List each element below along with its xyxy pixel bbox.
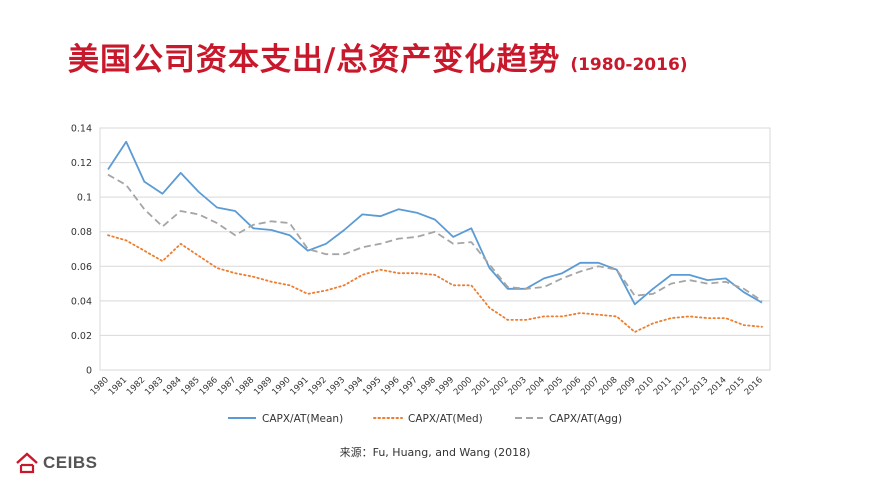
y-tick-label: 0.08 [71,227,92,238]
x-tick-label: 2001 [470,375,492,397]
y-tick-label: 0.1 [77,193,92,204]
x-tick-label: 1996 [379,375,401,397]
x-tick-label: 1990 [270,375,292,397]
y-tick-label: 0 [86,366,92,377]
x-tick-label: 1992 [307,375,329,397]
x-tick-label: 1999 [434,375,456,397]
x-tick-label: 2000 [452,375,474,397]
x-tick-label: 1983 [143,375,165,397]
series-line-aggregate [107,173,763,302]
legend-label: CAPX/AT(Mean) [262,413,343,425]
x-tick-label: 2004 [525,375,547,397]
x-tick-label: 2002 [488,375,510,397]
x-tick-label: 1988 [234,375,256,397]
x-tick-label: 1997 [397,375,419,397]
x-tick-label: 1998 [416,375,438,397]
x-tick-label: 1980 [89,375,111,397]
y-tick-label: 0.04 [71,296,92,307]
x-tick-label: 1994 [343,375,365,397]
y-tick-label: 0.12 [71,158,92,169]
x-tick-label: 1981 [107,375,129,397]
x-tick-label: 2009 [615,375,637,397]
y-tick-label: 0.02 [71,331,92,342]
x-tick-label: 2012 [670,375,692,397]
y-tick-label: 0.06 [71,262,92,273]
x-tick-label: 1986 [198,375,220,397]
logo-text: CEIBS [43,453,98,472]
title-main: 美国公司资本支出/总资产变化趋势 [68,42,561,78]
source-note: 来源：Fu, Huang, and Wang (2018) [339,446,531,459]
series-line-median [107,234,763,333]
x-tick-label: 2011 [652,375,674,397]
x-tick-label: 2005 [543,375,565,397]
y-tick-label: 0.14 [71,124,92,135]
x-tick-label: 1995 [361,375,383,397]
x-tick-label: 2016 [743,375,765,397]
x-tick-label: 1984 [161,375,183,397]
plot-area [99,127,771,371]
x-tick-label: 1982 [125,375,147,397]
x-tick-label: 1991 [288,375,310,397]
slide-title: 美国公司资本支出/总资产变化趋势 (1980-2016) [68,34,688,79]
series-line-mean [107,140,763,306]
x-tick-label: 2013 [688,375,710,397]
legend-label: CAPX/AT(Med) [408,413,483,425]
x-tick-label: 1989 [252,375,274,397]
x-tick-label: 1987 [216,375,238,397]
ceibs-logo: CEIBS [15,452,97,474]
x-tick-label: 1993 [325,375,347,397]
x-tick-label: 2014 [706,375,728,397]
x-tick-label: 2015 [724,375,746,397]
x-tick-label: 1985 [179,375,201,397]
x-tick-label: 2003 [506,375,528,397]
x-tick-label: 2007 [579,375,601,397]
x-tick-label: 2006 [561,375,583,397]
x-tick-label: 2008 [597,375,619,397]
legend-label: CAPX/AT(Agg) [549,413,622,425]
x-tick-label: 2010 [634,375,656,397]
title-years: (1980-2016) [570,55,688,75]
ceibs-logo-icon [16,452,38,474]
